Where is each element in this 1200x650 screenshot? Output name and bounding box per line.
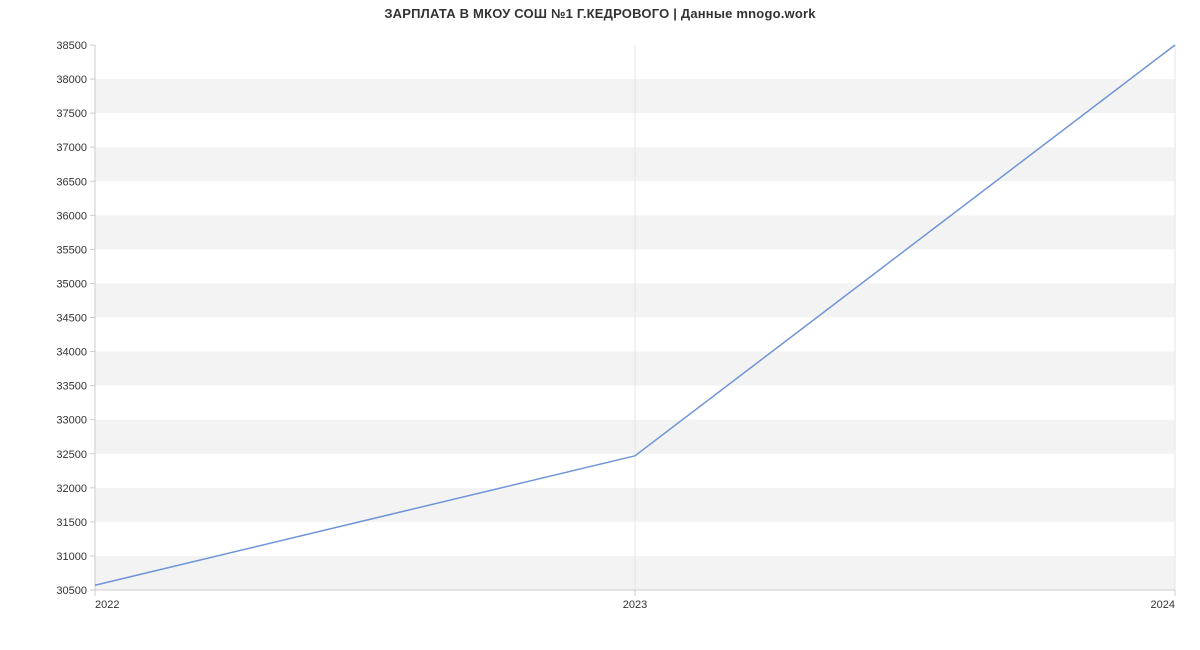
x-tick-label: 2022	[95, 599, 119, 611]
y-tick-label: 36000	[56, 210, 87, 222]
y-tick-label: 37500	[56, 108, 87, 120]
y-tick-label: 32000	[56, 483, 87, 495]
y-tick-label: 38000	[56, 74, 87, 86]
y-tick-label: 37000	[56, 142, 87, 154]
y-tick-label: 35500	[56, 244, 87, 256]
chart-svg: 30500 31000 31500 32000 32500 33000 33500 34000…	[0, 0, 1200, 650]
chart-title: ЗАРПЛАТА В МКОУ СОШ №1 Г.КЕДРОВОГО | Дан…	[0, 6, 1200, 21]
y-tick-label: 33000	[56, 415, 87, 427]
y-tick-label: 34000	[56, 347, 87, 359]
y-tick-label: 38500	[56, 40, 87, 52]
x-tick-label: 2024	[1151, 599, 1175, 611]
x-tick-label: 2023	[623, 599, 647, 611]
y-tick-label: 33500	[56, 381, 87, 393]
y-tick-label: 32500	[56, 449, 87, 461]
y-tick-label: 35000	[56, 278, 87, 290]
y-tick-label: 30500	[56, 585, 87, 597]
y-tick-label: 31500	[56, 517, 87, 529]
y-tick-label: 36500	[56, 176, 87, 188]
salary-line-chart: ЗАРПЛАТА В МКОУ СОШ №1 Г.КЕДРОВОГО | Дан…	[0, 0, 1200, 650]
y-tick-label: 31000	[56, 551, 87, 563]
y-tick-label: 34500	[56, 313, 87, 325]
